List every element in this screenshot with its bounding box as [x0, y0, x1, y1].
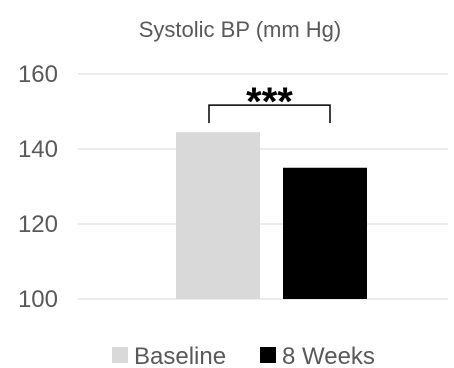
gridlines [78, 73, 448, 300]
y-tick-label: 120 [18, 211, 58, 238]
y-axis: 100 120 140 160 [18, 61, 58, 313]
bars [176, 132, 367, 299]
y-tick-label: 140 [18, 136, 58, 163]
significance-bracket [208, 104, 331, 124]
legend-label: Baseline [134, 343, 226, 368]
legend-swatch [260, 347, 276, 363]
legend-swatch [112, 347, 128, 363]
bar-8-weeks [283, 167, 367, 299]
legend-label: 8 Weeks [282, 343, 375, 368]
significance-annotation: *** [208, 80, 331, 124]
significance-stars: *** [246, 80, 293, 124]
legend: Baseline 8 Weeks [112, 343, 375, 368]
bar-baseline [176, 132, 260, 299]
chart-title: Systolic BP (mm Hg) [139, 17, 342, 42]
y-tick-label: 160 [18, 61, 58, 88]
y-tick-label: 100 [18, 286, 58, 313]
